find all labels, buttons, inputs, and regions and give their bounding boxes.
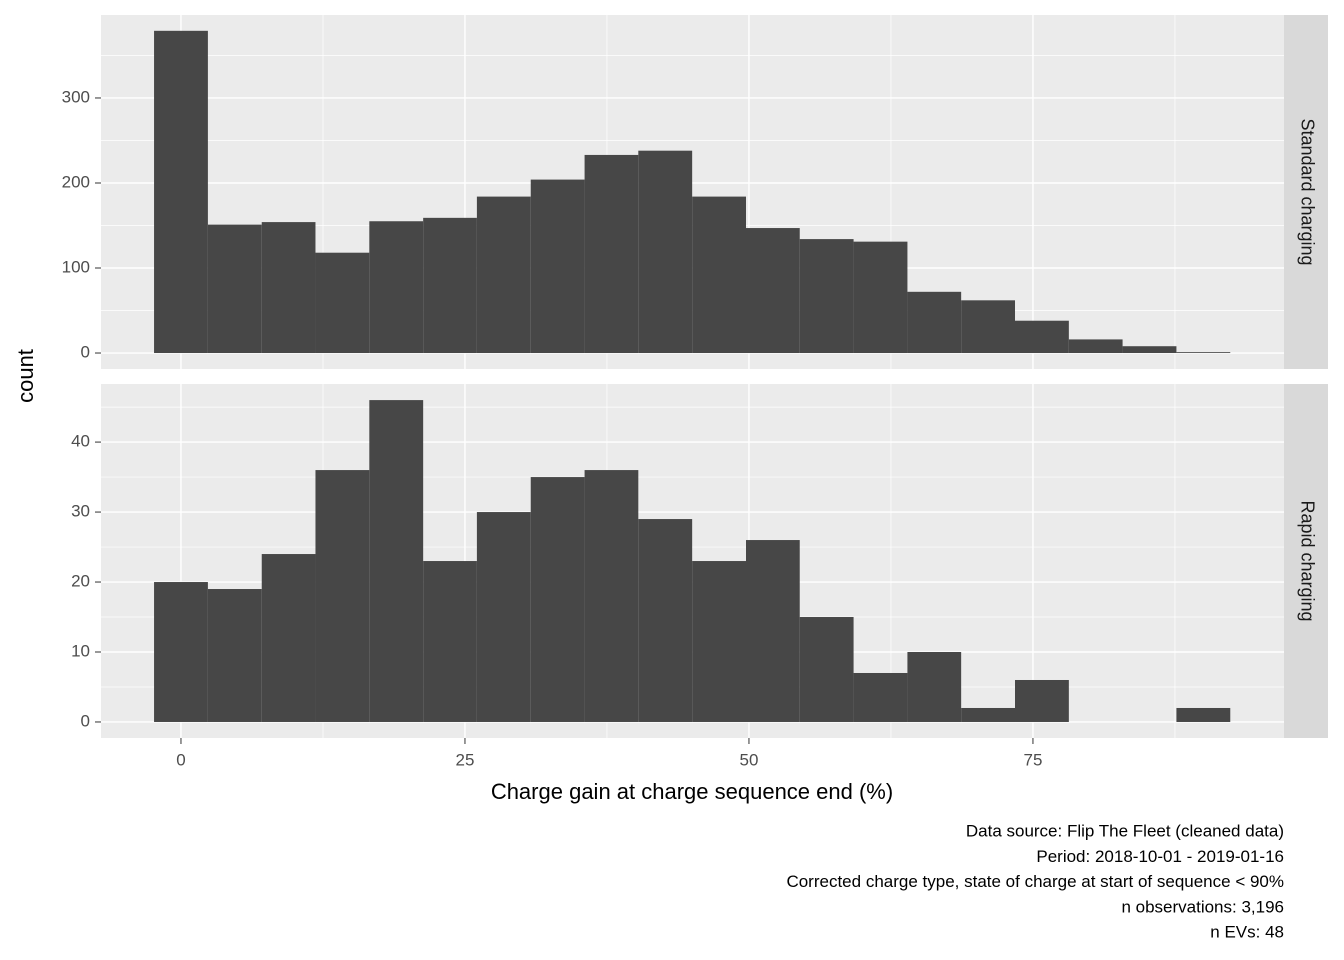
y-tick-label: 10: [71, 641, 90, 660]
histogram-bar: [1176, 707, 1231, 722]
histogram-bar: [423, 217, 477, 354]
x-tick-label: 25: [456, 750, 475, 769]
histogram-bar: [853, 241, 908, 354]
y-tick-label: 40: [71, 432, 90, 451]
histogram-bar: [584, 470, 639, 722]
facet-strip: [1284, 384, 1328, 738]
histogram-bar: [369, 400, 424, 722]
x-tick-label: 50: [739, 750, 758, 769]
histogram-bar: [530, 179, 585, 354]
facet-strip-label: Standard charging: [1297, 118, 1317, 265]
x-tick-label: 75: [1023, 750, 1042, 769]
histogram-bar: [1122, 346, 1177, 354]
histogram-bar: [853, 672, 908, 722]
histogram-bar: [315, 470, 370, 722]
y-tick-label: 0: [81, 343, 90, 362]
y-tick-label: 20: [71, 572, 90, 591]
histogram-bar: [154, 30, 208, 354]
y-axis-title: count: [13, 349, 38, 403]
caption-line: n observations: 3,196: [1121, 897, 1284, 916]
histogram-bar: [907, 652, 962, 722]
x-tick-label: 0: [176, 750, 185, 769]
histogram-bar: [154, 582, 208, 722]
histogram-bar: [638, 519, 693, 722]
histogram-bar: [746, 228, 800, 354]
histogram-bar: [207, 589, 262, 722]
histogram-bar: [692, 196, 747, 354]
facet-strip: [1284, 15, 1328, 369]
histogram-bar: [476, 196, 531, 354]
histogram-bar: [1015, 679, 1069, 722]
histogram-bar: [961, 300, 1016, 354]
histogram-bar: [1015, 320, 1069, 354]
histogram-bar: [315, 252, 370, 354]
histogram-bar: [261, 222, 316, 354]
y-tick-label: 300: [62, 87, 90, 106]
histogram-bar: [476, 512, 531, 722]
histogram-bar: [584, 154, 639, 354]
facet-strip-label: Rapid charging: [1297, 500, 1317, 621]
histogram-bar: [692, 561, 747, 722]
y-tick-label: 0: [81, 711, 90, 730]
histogram-bar: [961, 707, 1016, 722]
caption-line: Data source: Flip The Fleet (cleaned dat…: [966, 821, 1284, 840]
histogram-bar: [638, 150, 693, 354]
y-tick-label: 30: [71, 502, 90, 521]
y-tick-label: 200: [62, 172, 90, 191]
histogram-bar: [261, 554, 316, 722]
histogram-bar: [746, 540, 800, 722]
histogram-bar: [799, 239, 854, 354]
caption-line: n EVs: 48: [1210, 923, 1284, 942]
x-axis-title: Charge gain at charge sequence end (%): [491, 779, 893, 804]
histogram-bar: [423, 561, 477, 722]
histogram-bar: [369, 221, 424, 354]
histogram-bar: [1176, 352, 1231, 354]
histogram-bar: [907, 291, 962, 354]
histogram-bar: [530, 477, 585, 722]
histogram-bar: [799, 617, 854, 722]
caption-line: Period: 2018-10-01 - 2019-01-16: [1036, 847, 1284, 866]
y-tick-label: 100: [62, 257, 90, 276]
caption-line: Corrected charge type, state of charge a…: [786, 872, 1284, 891]
histogram-bar: [207, 224, 262, 354]
histogram-bar: [1068, 339, 1123, 354]
